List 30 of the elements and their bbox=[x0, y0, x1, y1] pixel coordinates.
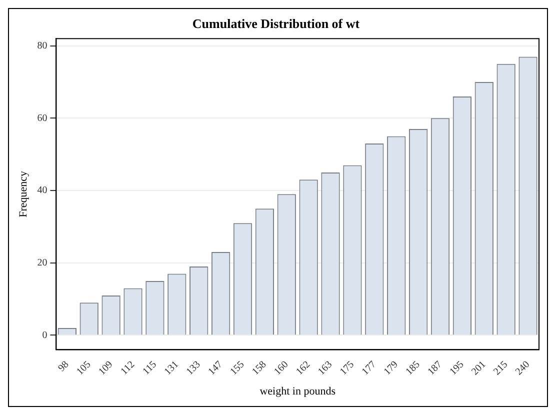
x-tick-label: 163 bbox=[316, 359, 334, 378]
x-tick-label: 98 bbox=[56, 359, 72, 374]
x-tick-label: 112 bbox=[118, 359, 137, 378]
x-tick-label: 131 bbox=[162, 359, 181, 378]
x-tick-label: 177 bbox=[360, 359, 378, 378]
x-tick-label: 187 bbox=[426, 359, 444, 378]
x-tick-label: 195 bbox=[448, 359, 466, 378]
x-tick-label: 158 bbox=[250, 359, 269, 378]
y-tick-label: 80 bbox=[37, 40, 48, 52]
x-tick-label: 162 bbox=[294, 359, 313, 378]
x-tick-label: 240 bbox=[514, 359, 532, 378]
x-tick-label: 185 bbox=[404, 359, 422, 378]
y-tick-label: 60 bbox=[37, 112, 48, 124]
y-axis-title: Frequency bbox=[17, 170, 30, 218]
x-tick-label: 215 bbox=[492, 359, 510, 378]
x-tick-label: 160 bbox=[272, 359, 291, 378]
x-tick-label: 175 bbox=[338, 359, 356, 378]
x-tick-label: 109 bbox=[96, 359, 116, 378]
x-tick-label: 147 bbox=[206, 359, 225, 378]
x-tick-label: 115 bbox=[140, 359, 159, 378]
chart-title: Cumulative Distribution of wt bbox=[192, 16, 360, 32]
x-axis-title: weight in pounds bbox=[260, 385, 336, 398]
x-tick-label: 133 bbox=[184, 359, 203, 378]
y-tick-label: 20 bbox=[37, 258, 48, 269]
y-tick-label: 40 bbox=[37, 185, 48, 196]
y-tick-label: 0 bbox=[42, 330, 48, 341]
x-tick-label: 179 bbox=[382, 359, 400, 378]
x-tick-label: 201 bbox=[470, 359, 488, 378]
x-tick-label: 105 bbox=[74, 359, 94, 378]
x-tick-label: 155 bbox=[228, 359, 247, 378]
